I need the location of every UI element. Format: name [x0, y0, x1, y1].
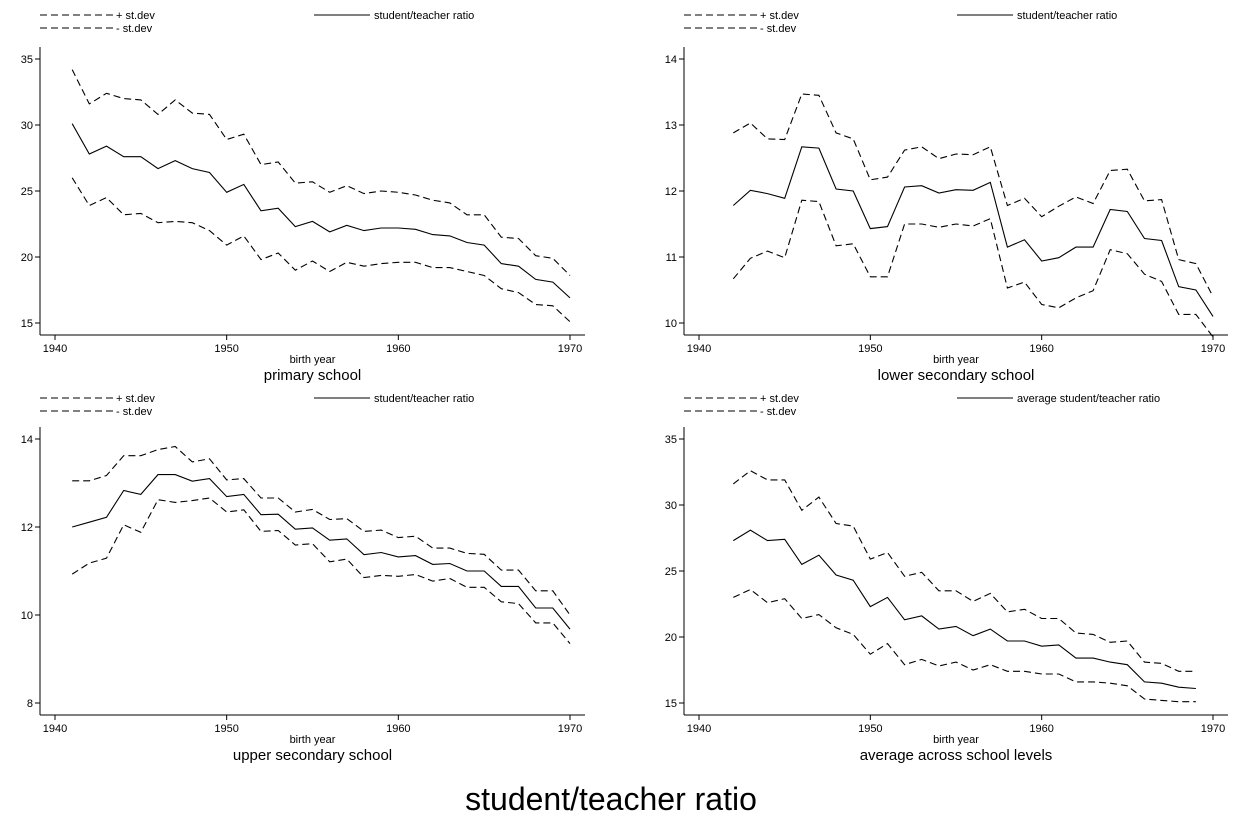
x-tick-label: 1940 — [43, 723, 67, 735]
y-tick-label: 35 — [21, 54, 33, 66]
x-tick-label: 1940 — [687, 343, 711, 355]
legend-label-minus: - st.dev — [760, 406, 797, 418]
y-tick-label: 35 — [665, 434, 677, 446]
x-tick-label: 1960 — [386, 343, 410, 355]
y-tick-label: 20 — [665, 632, 677, 644]
series-line-ratio — [733, 529, 1196, 690]
legend-label-main: student/teacher ratio — [374, 10, 474, 22]
x-tick-label: 1950 — [214, 343, 238, 355]
x-tick-label: 1950 — [858, 723, 882, 735]
y-tick-label: 14 — [665, 54, 677, 66]
y-tick-label: 10 — [21, 610, 33, 622]
x-tick-label: 1950 — [858, 343, 882, 355]
x-axis-title: birth year — [290, 734, 336, 746]
x-axis-title: birth year — [933, 354, 979, 366]
legend-label-main: student/teacher ratio — [374, 393, 474, 405]
y-tick-label: 25 — [665, 566, 677, 578]
legend-label-main: student/teacher ratio — [1017, 10, 1117, 22]
y-tick-label: 12 — [665, 186, 677, 198]
x-tick-label: 1960 — [1029, 723, 1053, 735]
x-tick-label: 1950 — [214, 723, 238, 735]
legend-label-minus: - st.dev — [116, 406, 153, 418]
series-line-stdev — [71, 177, 571, 323]
legend-label-plus: + st.dev — [760, 10, 799, 22]
y-tick-label: 10 — [665, 318, 677, 330]
legend-label-plus: + st.dev — [760, 393, 799, 405]
series-line-ratio — [732, 146, 1214, 317]
x-tick-label: 1960 — [386, 723, 410, 735]
panel-title: lower secondary school — [878, 367, 1035, 384]
x-axis-title: birth year — [933, 734, 979, 746]
y-tick-label: 13 — [665, 120, 677, 132]
series-line-stdev — [72, 445, 571, 616]
x-tick-label: 1970 — [558, 343, 582, 355]
y-tick-label: 11 — [666, 252, 677, 264]
series-line-stdev — [732, 470, 1196, 672]
x-tick-label: 1960 — [1029, 343, 1053, 355]
y-tick-label: 15 — [21, 318, 33, 330]
y-tick-label: 25 — [21, 186, 33, 198]
x-axis-title: birth year — [290, 354, 336, 366]
panel-title: primary school — [264, 367, 362, 384]
y-tick-label: 12 — [21, 522, 33, 534]
panel-title: upper secondary school — [233, 747, 392, 764]
legend-label-main: average student/teacher ratio — [1017, 393, 1160, 405]
legend-label-plus: + st.dev — [116, 10, 155, 22]
legend-label-minus: - st.dev — [116, 23, 153, 35]
panel-title: average across school levels — [860, 747, 1053, 764]
x-tick-label: 1940 — [43, 343, 67, 355]
series-line-stdev — [71, 497, 571, 644]
x-tick-label: 1940 — [687, 723, 711, 735]
y-tick-label: 15 — [665, 698, 677, 710]
series-line-stdev — [733, 93, 1214, 297]
figure-title: student/teacher ratio — [465, 781, 757, 814]
series-line-stdev — [732, 199, 1214, 338]
legend-label-plus: + st.dev — [116, 393, 155, 405]
x-tick-label: 1970 — [1201, 723, 1225, 735]
x-tick-label: 1970 — [1201, 343, 1225, 355]
y-tick-label: 30 — [665, 500, 677, 512]
series-line-ratio — [72, 474, 571, 630]
y-tick-label: 30 — [21, 120, 33, 132]
series-line-stdev — [733, 588, 1196, 703]
legend-label-minus: - st.dev — [760, 23, 797, 35]
x-tick-label: 1970 — [558, 723, 582, 735]
series-line-ratio — [71, 123, 571, 299]
y-tick-label: 14 — [21, 434, 33, 446]
y-tick-label: 20 — [21, 252, 33, 264]
series-line-stdev — [71, 69, 571, 276]
y-tick-label: 8 — [27, 698, 33, 710]
